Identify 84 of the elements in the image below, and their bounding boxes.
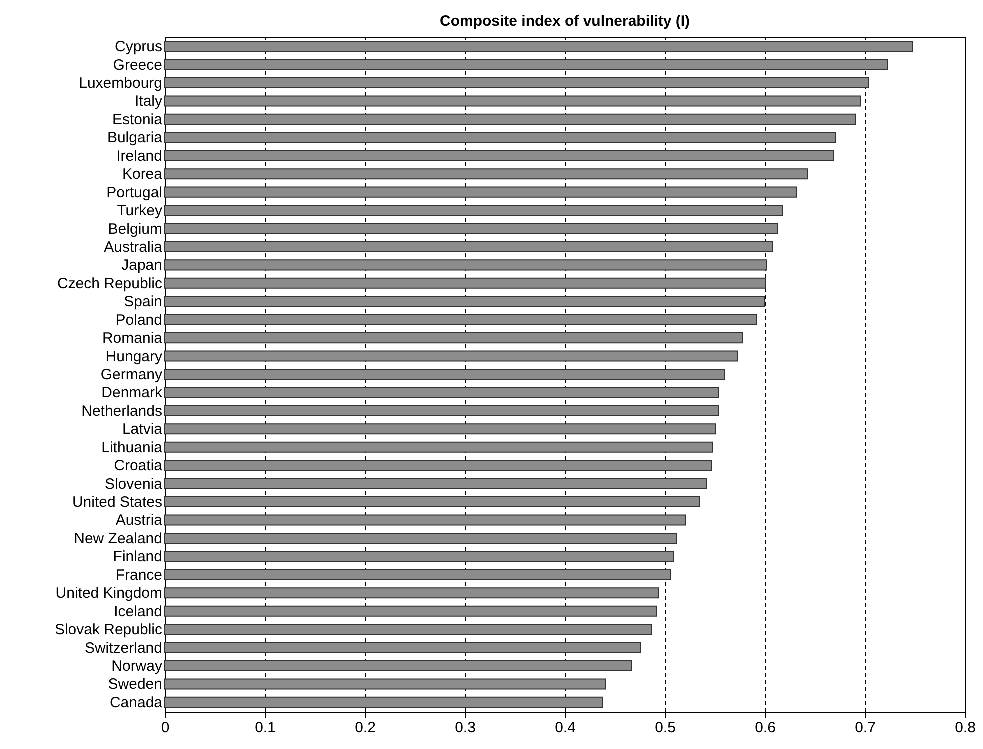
bar [164, 588, 660, 599]
bar [164, 168, 808, 180]
y-tick-label: Poland [116, 312, 162, 329]
y-tick-label: United Kingdom [56, 585, 162, 602]
y-tick-label: Bulgaria [107, 130, 164, 147]
bar [164, 278, 766, 289]
y-tick-label: Greece [113, 56, 162, 74]
bar [164, 696, 604, 708]
bar [164, 205, 784, 216]
bar [164, 424, 716, 435]
y-tick-label: Estonia [112, 111, 164, 128]
y-tick-label: Belgium [108, 220, 162, 238]
bar [164, 314, 758, 326]
bar [164, 150, 834, 162]
y-tick-label: Austria [116, 512, 164, 530]
bar [164, 296, 766, 308]
y-tick-label: Hungary [106, 348, 163, 366]
y-tick-label: Slovenia [104, 476, 164, 493]
y-tick-label: Italy [134, 93, 163, 110]
bar [164, 624, 652, 636]
bar [164, 642, 642, 654]
bar [164, 569, 672, 580]
y-tick-label: Norway [112, 658, 163, 675]
x-tick-label: 0.1 [255, 720, 276, 736]
y-tick-label: Finland [113, 548, 162, 566]
y-tick-label: Sweden [108, 676, 162, 694]
bar [164, 114, 856, 125]
bar [164, 660, 632, 672]
x-tick-label: 0.2 [355, 720, 376, 736]
y-tick-label: United States [72, 494, 162, 512]
y-tick-label: Luxembourg [79, 75, 162, 92]
y-tick-label: Australia [104, 238, 164, 256]
y-tick-label: Cyprus [114, 38, 162, 56]
chart-title: Composite index of vulnerability (I) [440, 13, 690, 30]
x-tick-label: 0.4 [555, 720, 576, 736]
y-tick-label: Germany [100, 366, 163, 384]
y-tick-label: Czech Republic [57, 275, 163, 292]
y-tick-label: Netherlands [82, 402, 162, 420]
y-tick-label: Latvia [122, 421, 164, 438]
y-tick-label: Romania [102, 330, 164, 348]
bar [164, 186, 798, 198]
bar [164, 532, 678, 544]
y-tick-label: Portugal [106, 184, 162, 202]
bar [164, 678, 606, 690]
y-tick-label: Ireland [116, 148, 162, 165]
y-tick-label: Turkey [117, 202, 163, 220]
y-tick-label: Korea [122, 166, 164, 184]
bar [164, 41, 914, 52]
x-tick-label: 0.5 [655, 720, 676, 736]
x-tick-label: 0.8 [955, 720, 976, 736]
y-tick-label: Spain [124, 294, 162, 311]
bar [164, 405, 720, 416]
bar [164, 77, 870, 89]
bar [164, 96, 862, 107]
y-tick-label: Lithuania [102, 439, 164, 456]
y-tick-label: Canada [110, 694, 164, 712]
bar [164, 460, 712, 472]
x-tick-label: 0.7 [855, 720, 876, 736]
bar [164, 387, 720, 398]
bar [164, 442, 714, 453]
bar [164, 132, 836, 144]
x-tick-label: 0 [161, 720, 170, 736]
y-tick-label: Switzerland [84, 640, 162, 657]
y-tick-label: France [116, 566, 162, 584]
bar [164, 496, 700, 508]
y-tick-label: Slovak Republic [54, 622, 163, 639]
bar [164, 59, 888, 70]
bar [164, 514, 686, 526]
y-tick-label: Croatia [114, 458, 164, 475]
bar [164, 223, 778, 234]
bar [164, 606, 658, 617]
bar [164, 551, 674, 562]
bar [164, 260, 768, 271]
x-tick-label: 0.6 [755, 720, 776, 736]
bar [164, 350, 738, 362]
y-tick-label: Iceland [114, 603, 162, 620]
bar [164, 478, 708, 490]
y-tick-label: New Zealand [74, 530, 162, 548]
y-tick-label: Denmark [102, 384, 163, 402]
bar [164, 241, 774, 252]
y-tick-label: Japan [122, 257, 162, 274]
bar [164, 368, 726, 380]
x-tick-label: 0.3 [455, 720, 476, 736]
bar [164, 332, 744, 344]
